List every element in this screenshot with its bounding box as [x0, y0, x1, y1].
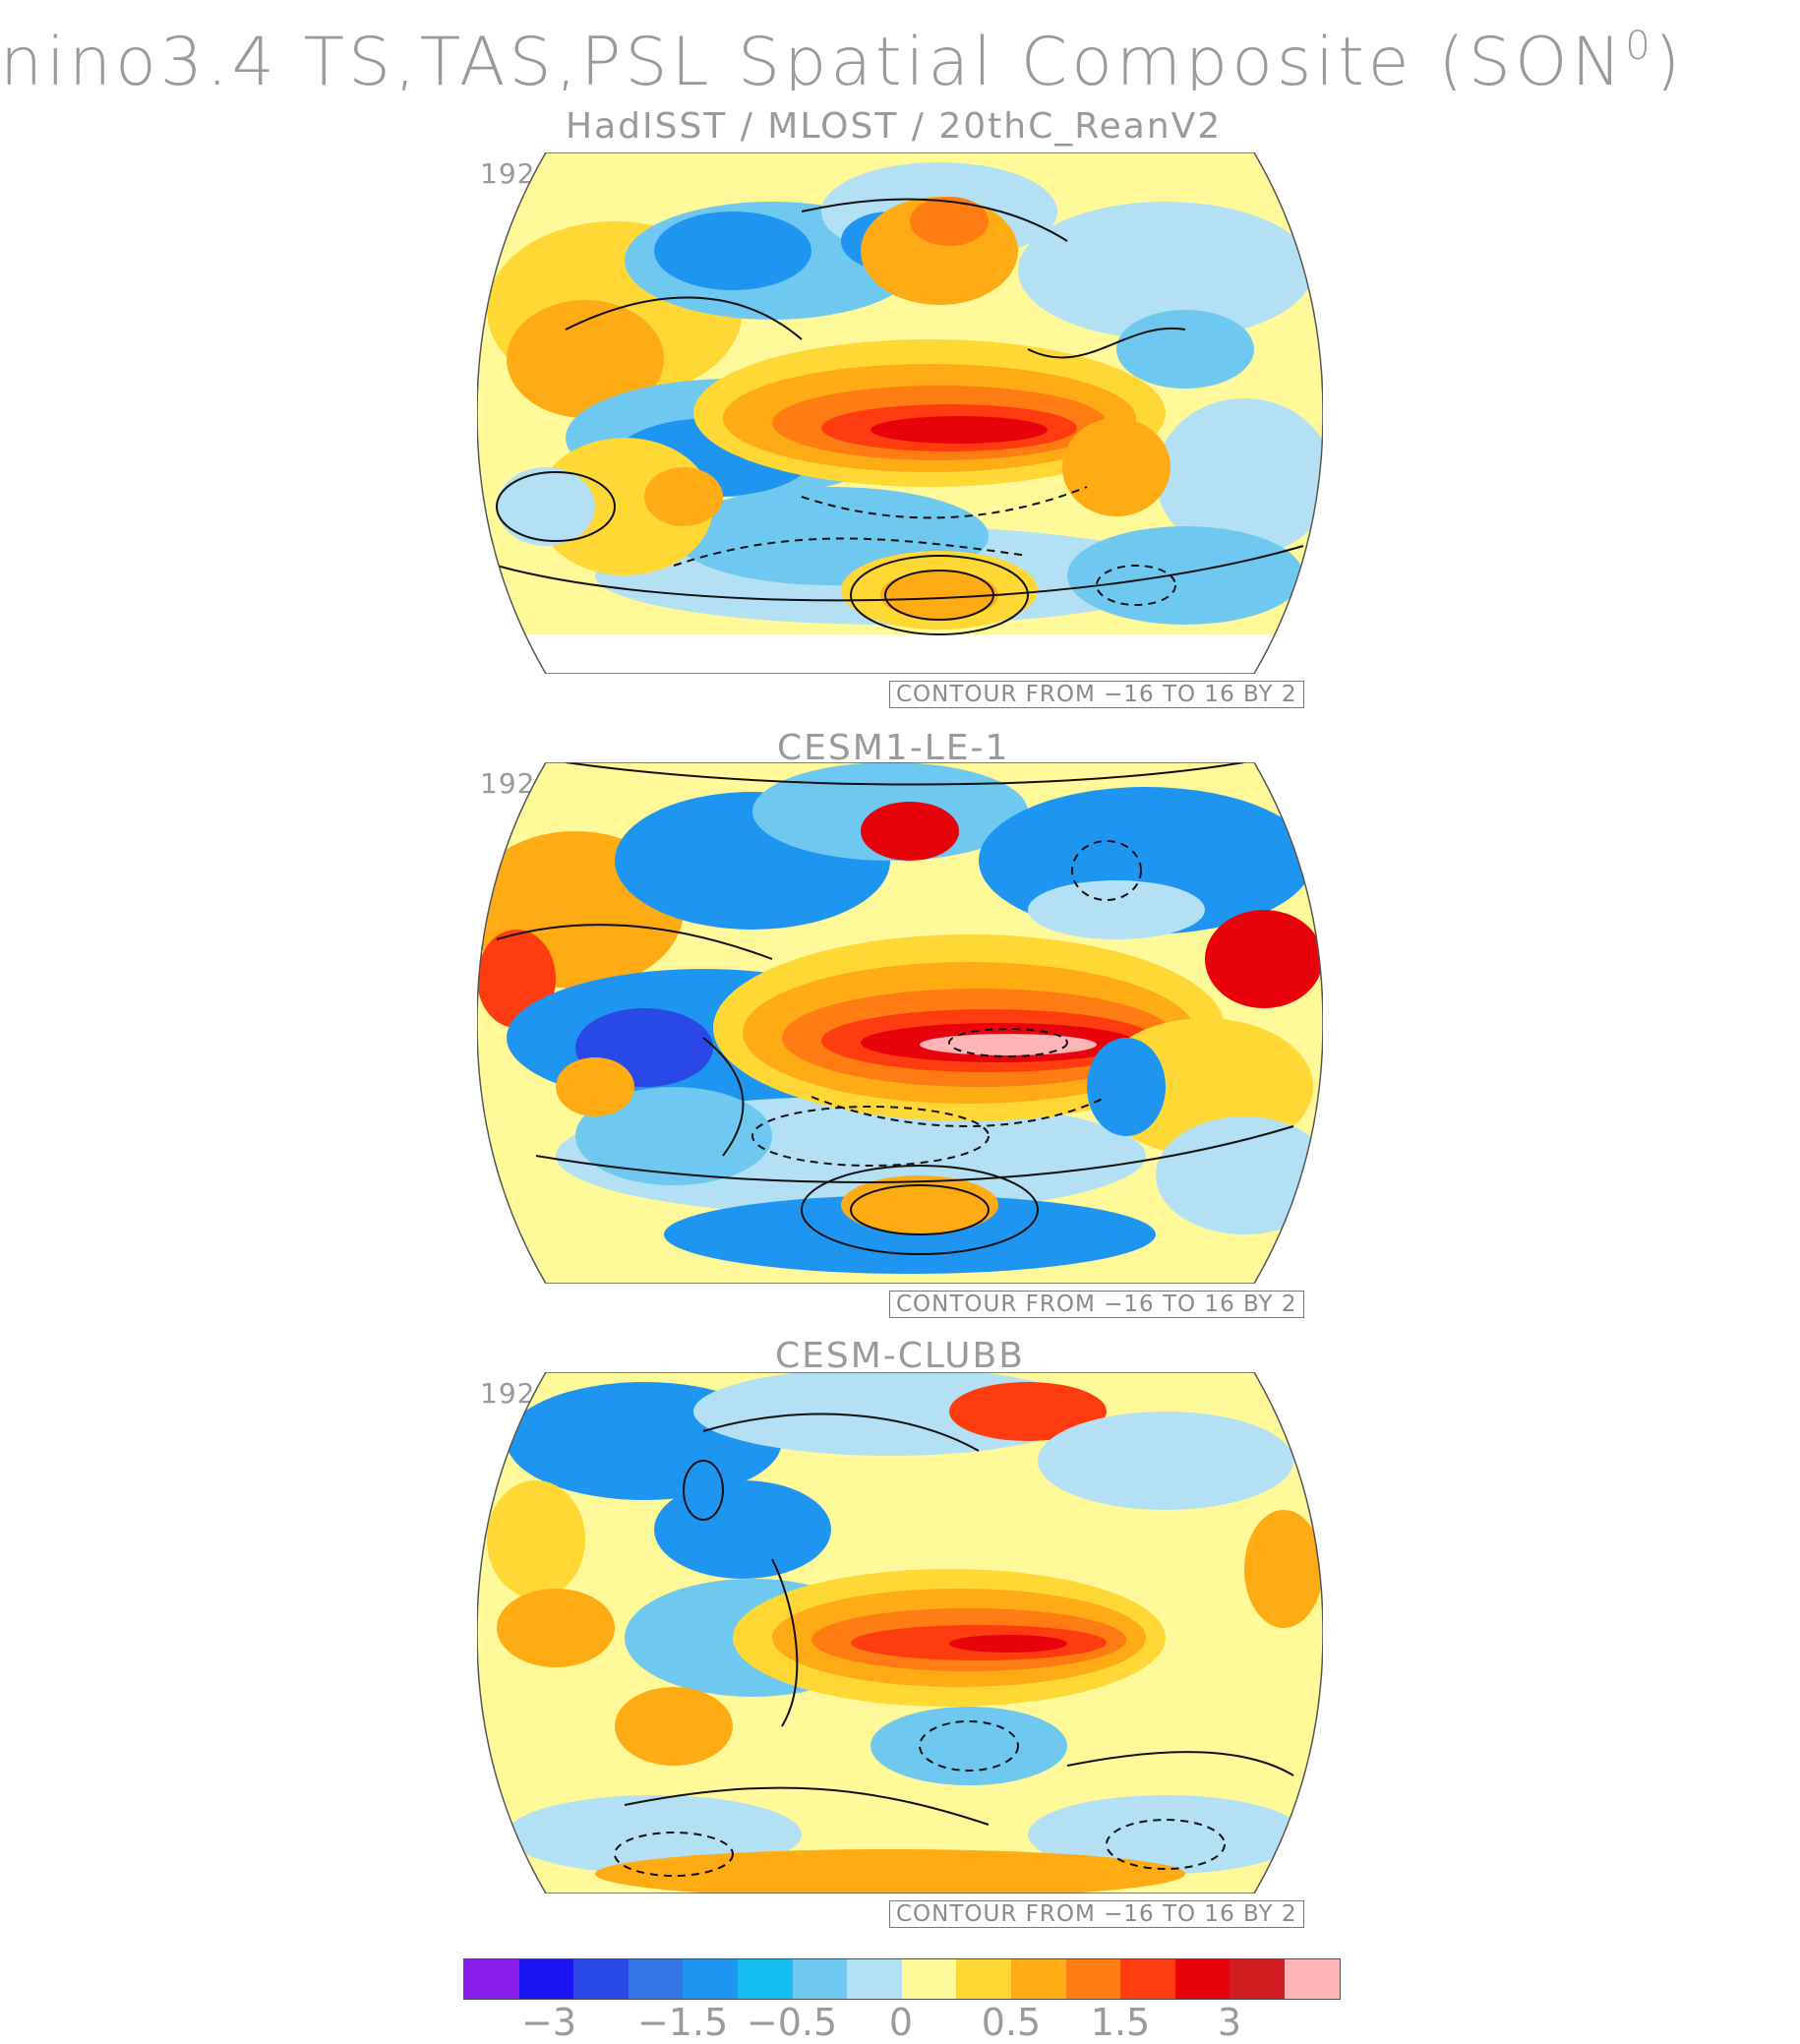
- panel-2-title: CESM1-LE-1: [777, 728, 1010, 768]
- colorbar-swatch: [683, 1959, 738, 1999]
- main-title-superscript: 0: [1625, 24, 1654, 69]
- colorbar-swatch: [1010, 1959, 1066, 1999]
- colorbar-label: 0.5: [981, 2001, 1042, 2044]
- colorbar-swatch: [1284, 1959, 1340, 1999]
- colorbar-swatch: [792, 1959, 848, 1999]
- colorbar-label: −3: [520, 2001, 577, 2044]
- panel-2-contour-label: CONTOUR FROM −16 TO 16 BY 2: [889, 1291, 1304, 1318]
- colorbar-label: 0: [888, 2001, 914, 2044]
- colorbar-swatch: [847, 1959, 902, 1999]
- panel-3-contour-label: CONTOUR FROM −16 TO 16 BY 2: [889, 1900, 1304, 1928]
- colorbar-swatch: [1120, 1959, 1175, 1999]
- colorbar-swatch: [628, 1959, 684, 1999]
- colorbar-label: 1.5: [1090, 2001, 1151, 2044]
- colorbar-label: −0.5: [746, 2001, 838, 2044]
- panel-2-map: [477, 762, 1323, 1284]
- colorbar-swatch: [956, 1959, 1011, 1999]
- colorbar-swatch: [901, 1959, 957, 1999]
- colorbar-swatch: [1065, 1959, 1121, 1999]
- colorbar-swatch: [464, 1959, 519, 1999]
- colorbar-labels: −3 −1.5 −0.5 0 0.5 1.5 3: [0, 2001, 1800, 2044]
- panel-3-map: [477, 1372, 1323, 1894]
- colorbar: [463, 1958, 1341, 2000]
- colorbar-label: 3: [1217, 2001, 1242, 2044]
- main-title-text: nino3.4 TS,TAS,PSL Spatial Composite (SO…: [0, 24, 1626, 90]
- colorbar-swatch: [1230, 1959, 1285, 1999]
- colorbar-swatch: [573, 1959, 629, 1999]
- main-title: nino3.4 TS,TAS,PSL Spatial Composite (SO…: [0, 2, 1800, 90]
- panel-1-title: HadISST / MLOST / 20thC_ReanV2: [566, 106, 1223, 147]
- panel-3-title: CESM-CLUBB: [775, 1336, 1025, 1376]
- colorbar-label: −1.5: [636, 2001, 729, 2044]
- colorbar-swatch: [518, 1959, 574, 1999]
- panel-1-map: [477, 152, 1323, 674]
- colorbar-swatch: [1174, 1959, 1230, 1999]
- main-title-close: ): [1653, 24, 1685, 90]
- panel-1-contour-label: CONTOUR FROM −16 TO 16 BY 2: [889, 681, 1304, 708]
- colorbar-swatch: [737, 1959, 793, 1999]
